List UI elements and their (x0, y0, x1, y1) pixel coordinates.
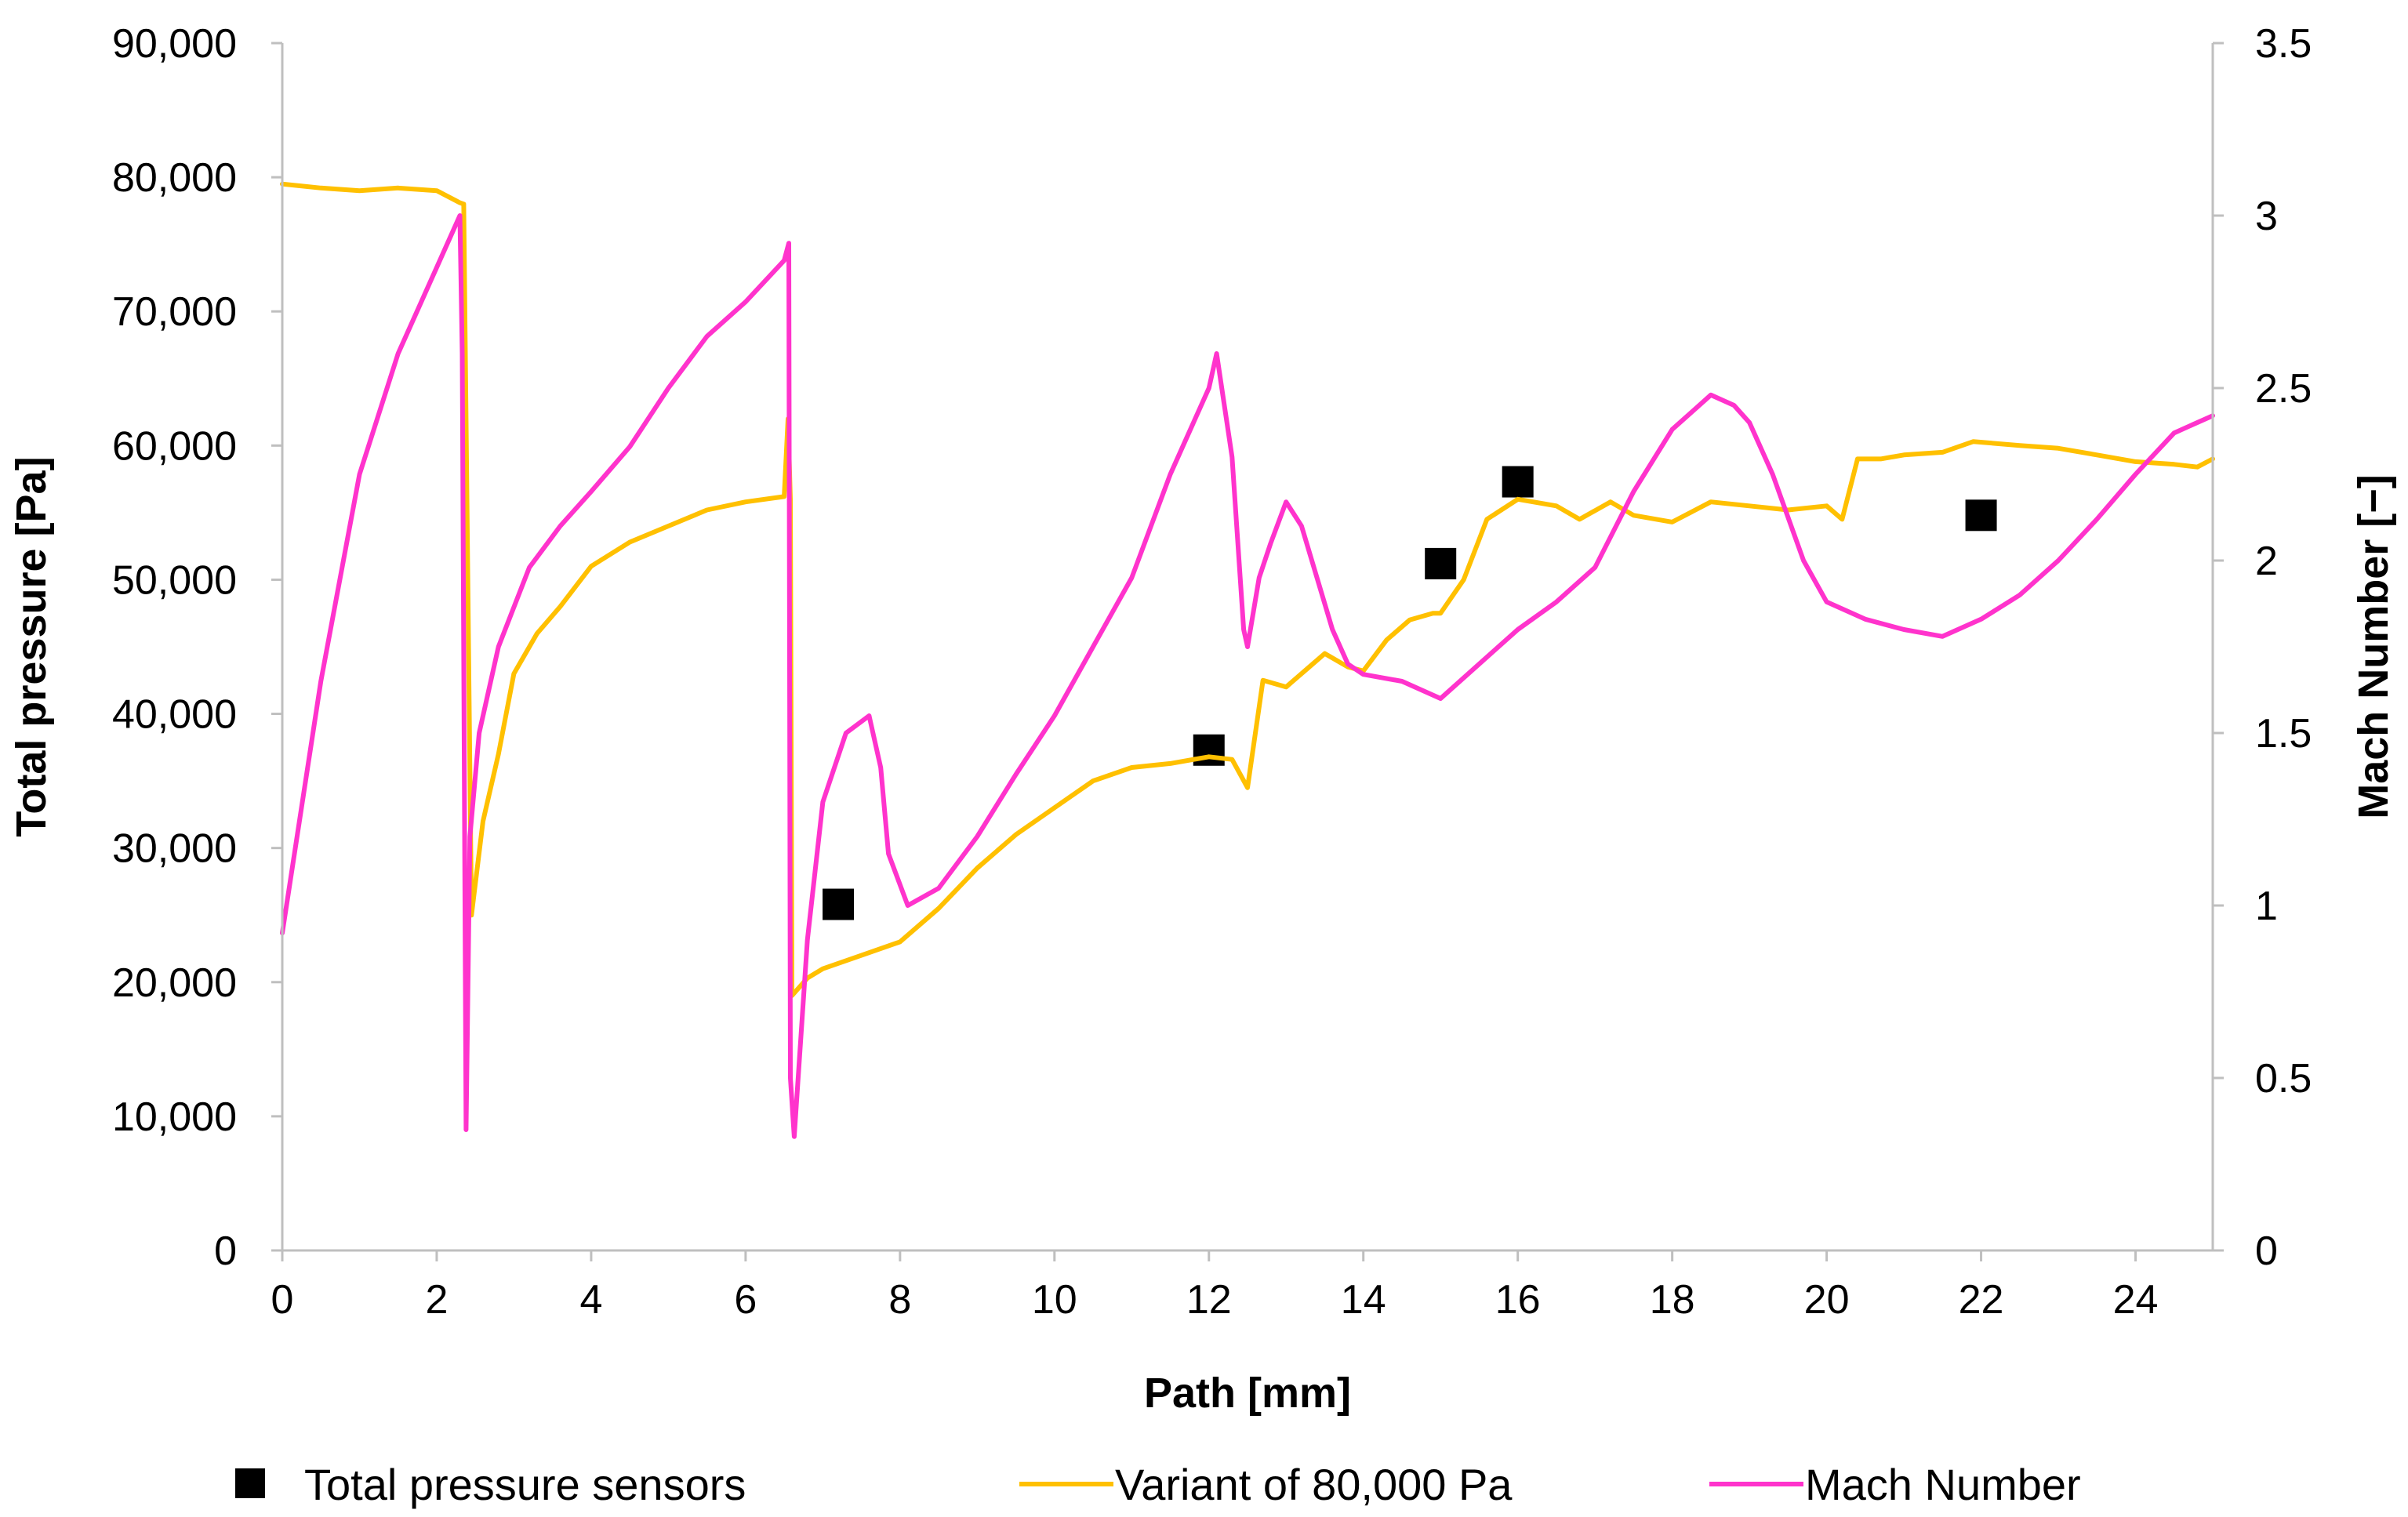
x-tick-label: 24 (2113, 1277, 2159, 1323)
y-tick-label: 0 (214, 1228, 237, 1274)
x-tick-label: 6 (734, 1277, 757, 1323)
legend-label: Mach Number (1805, 1460, 2081, 1509)
x-tick-label: 20 (1804, 1277, 1850, 1323)
x-tick-label: 2 (425, 1277, 448, 1323)
sensor-marker (1502, 466, 1534, 498)
y-tick-label: 70,000 (112, 289, 237, 335)
y-tick-label: 80,000 (112, 155, 237, 201)
y2-tick-label: 3 (2255, 194, 2278, 239)
legend-label: Total pressure sensors (304, 1460, 746, 1509)
x-tick-label: 10 (1032, 1277, 1077, 1323)
y2-tick-label: 1 (2255, 884, 2278, 929)
series-line-variant-of-80-000-pa (280, 181, 2215, 998)
sensor-marker (1425, 547, 1457, 579)
plot-area (280, 181, 2215, 1139)
y-axis-title: Total pressure [Pa] (8, 456, 55, 837)
y-tick-label: 20,000 (112, 960, 237, 1006)
sensor-marker (823, 888, 855, 920)
y2-tick-label: 0 (2255, 1228, 2278, 1274)
x-tick-label: 22 (1959, 1277, 2004, 1323)
y-tick-label: 40,000 (112, 692, 237, 738)
x-tick-label: 16 (1495, 1277, 1541, 1323)
y2-tick-label: 0.5 (2255, 1056, 2312, 1101)
axes: 0 2 4 6 8 10 12 14 16 18 20 22 24010,00020,00030,000… (112, 21, 2312, 1323)
series-line-mach-number (280, 213, 2215, 1139)
x-tick-label: 0 (271, 1277, 294, 1323)
x-tick-label: 14 (1341, 1277, 1386, 1323)
y2-tick-label: 1.5 (2255, 711, 2312, 757)
x-axis-title: Path [mm] (1144, 1370, 1351, 1417)
y2-tick-label: 2.5 (2255, 366, 2312, 412)
x-tick-label: 8 (888, 1277, 911, 1323)
x-tick-label: 4 (579, 1277, 602, 1323)
x-tick-label: 18 (1650, 1277, 1695, 1323)
y-tick-label: 50,000 (112, 557, 237, 603)
y2-axis-title: Mach Number [−] (2350, 474, 2397, 819)
y-tick-label: 90,000 (112, 21, 237, 67)
legend-swatch-marker (235, 1468, 265, 1498)
legend: Total pressure sensors Variant of 80,000 … (235, 1460, 2081, 1509)
y-tick-label: 30,000 (112, 826, 237, 872)
y-tick-label: 60,000 (112, 423, 237, 469)
sensor-marker (1965, 499, 1997, 532)
legend-label: Variant of 80,000 Pa (1115, 1460, 1513, 1509)
y2-tick-label: 2 (2255, 539, 2278, 584)
x-tick-label: 12 (1186, 1277, 1232, 1323)
y-tick-label: 10,000 (112, 1094, 237, 1140)
y2-tick-label: 3.5 (2255, 21, 2312, 67)
